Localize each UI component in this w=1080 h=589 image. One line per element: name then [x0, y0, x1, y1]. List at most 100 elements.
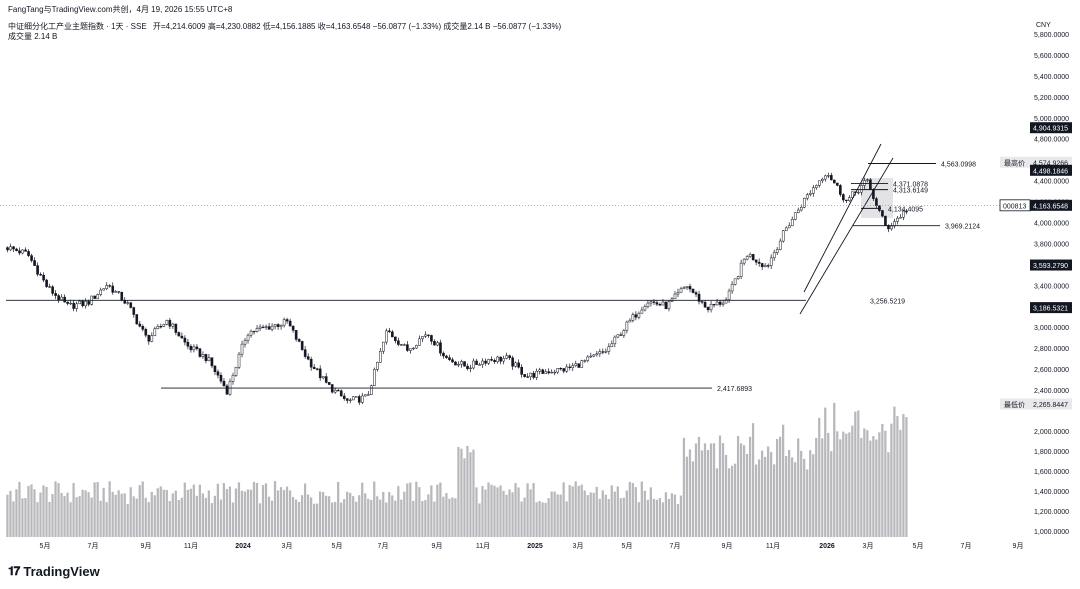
volume-bar — [478, 503, 481, 537]
candle-body — [96, 294, 100, 299]
candle-body — [159, 326, 163, 328]
candle-body — [303, 349, 307, 357]
candle-body — [87, 301, 90, 305]
candle-body — [309, 358, 313, 368]
volume-bar — [700, 450, 704, 537]
currency-label[interactable]: CNY — [1036, 22, 1051, 29]
candle-body — [54, 293, 57, 296]
candle-body — [463, 361, 466, 367]
volume-bar — [222, 483, 226, 537]
volume-bar — [739, 443, 743, 537]
candle-body — [243, 340, 247, 345]
volume-bar — [589, 492, 592, 537]
volume-legend: 成交量 2.14 B — [8, 32, 58, 41]
time-tick: 5月 — [913, 542, 924, 550]
volume-bar — [33, 489, 36, 537]
level-4313-label: 4,313.6149 — [893, 188, 928, 195]
volume-bar — [39, 492, 42, 537]
candle-body — [357, 396, 361, 403]
volume-bar — [144, 497, 147, 537]
candle-body — [105, 285, 109, 289]
level-4134-label: 4,134.4095 — [888, 206, 923, 213]
candle-body — [354, 396, 358, 398]
volume-bar — [622, 497, 625, 537]
volume-bar — [685, 456, 689, 537]
time-tick: 11月 — [766, 542, 780, 550]
volume-bar — [48, 501, 51, 537]
volume-bar — [105, 502, 108, 537]
candle-body — [733, 278, 737, 285]
candle-body — [276, 324, 280, 327]
volume-bar — [860, 437, 863, 537]
volume-bar — [370, 499, 373, 537]
volume-bar — [592, 492, 595, 537]
candle-body — [754, 259, 758, 263]
candle-body — [481, 360, 484, 365]
volume-bar — [511, 492, 514, 537]
volume-bar — [577, 485, 580, 537]
symbol-title[interactable]: 中证细分化工产业主题指数 · 1天 · SSE — [8, 22, 147, 31]
volume-bar — [553, 491, 556, 537]
tradingview-logo[interactable]: 𝟏𝟕 TradingView — [8, 564, 100, 579]
volume-bar — [300, 495, 304, 537]
volume-bar — [138, 485, 141, 537]
volume-bar — [240, 490, 244, 537]
last-value: 4,163.6548 — [1033, 203, 1068, 210]
volume-bar — [90, 497, 93, 537]
volume-bar — [763, 456, 767, 537]
volume-bar — [640, 481, 643, 537]
candle-body — [631, 314, 635, 321]
volume-bar — [415, 481, 418, 537]
last-value-box — [1030, 199, 1072, 211]
volume-bar — [631, 483, 634, 537]
candle-body — [565, 366, 569, 372]
time-tick: 7月 — [670, 542, 681, 550]
volume-bar — [887, 452, 890, 537]
candle-body — [351, 396, 355, 401]
candle-body — [745, 256, 749, 260]
candle-body — [739, 262, 743, 277]
volume-bar — [373, 481, 376, 537]
price-tick: 3,000.0000 — [1034, 325, 1069, 332]
candle-body — [598, 351, 602, 355]
volume-bar — [881, 423, 884, 537]
volume-bar — [490, 484, 493, 537]
candle-body — [132, 307, 136, 315]
volume-bar — [679, 495, 683, 537]
candle-body — [679, 288, 683, 293]
volume-bar — [294, 499, 298, 537]
candle-body — [300, 341, 304, 350]
candle-body — [27, 251, 30, 256]
candle-body — [649, 301, 653, 304]
candle-body — [36, 265, 39, 275]
candle-body — [445, 355, 448, 358]
volume-bar — [457, 447, 460, 537]
volume-bar — [174, 490, 177, 537]
volume-bar — [352, 496, 355, 537]
volume-bar — [598, 498, 601, 537]
candle-body — [321, 376, 325, 379]
candle-body — [306, 356, 310, 360]
volume-bar — [60, 492, 63, 537]
candle-body — [799, 206, 803, 211]
volume-bar — [183, 482, 186, 537]
time-axis[interactable]: 5月 7月 9月 11月 2024 3月 5月 7月 9月 11月 2025 3月 5月 7月 9月 11月 2… — [40, 542, 1024, 550]
volume-bar — [502, 490, 505, 537]
volume-bar — [616, 486, 619, 537]
axis-marker: 3,593.2790 — [1033, 263, 1068, 270]
candle-body — [63, 296, 66, 303]
volume-bar — [84, 490, 87, 537]
candle-body — [177, 332, 181, 337]
drawing-lines[interactable]: 3,256.5219 2,417.6893 4,563.0998 4,371.0878… — [6, 143, 980, 393]
candle-body — [514, 362, 517, 367]
volume-bar — [96, 482, 99, 537]
volume-bar — [469, 452, 472, 537]
volume-bar — [721, 443, 725, 537]
volume-bar — [619, 498, 622, 537]
volume-bar — [646, 499, 649, 537]
candle-body — [685, 286, 689, 288]
candle-body — [363, 394, 367, 397]
price-axis[interactable]: 5,800.0000 5,600.0000 5,400.0000 5,200.0000… — [0, 32, 1072, 536]
volume-bar — [192, 484, 195, 537]
